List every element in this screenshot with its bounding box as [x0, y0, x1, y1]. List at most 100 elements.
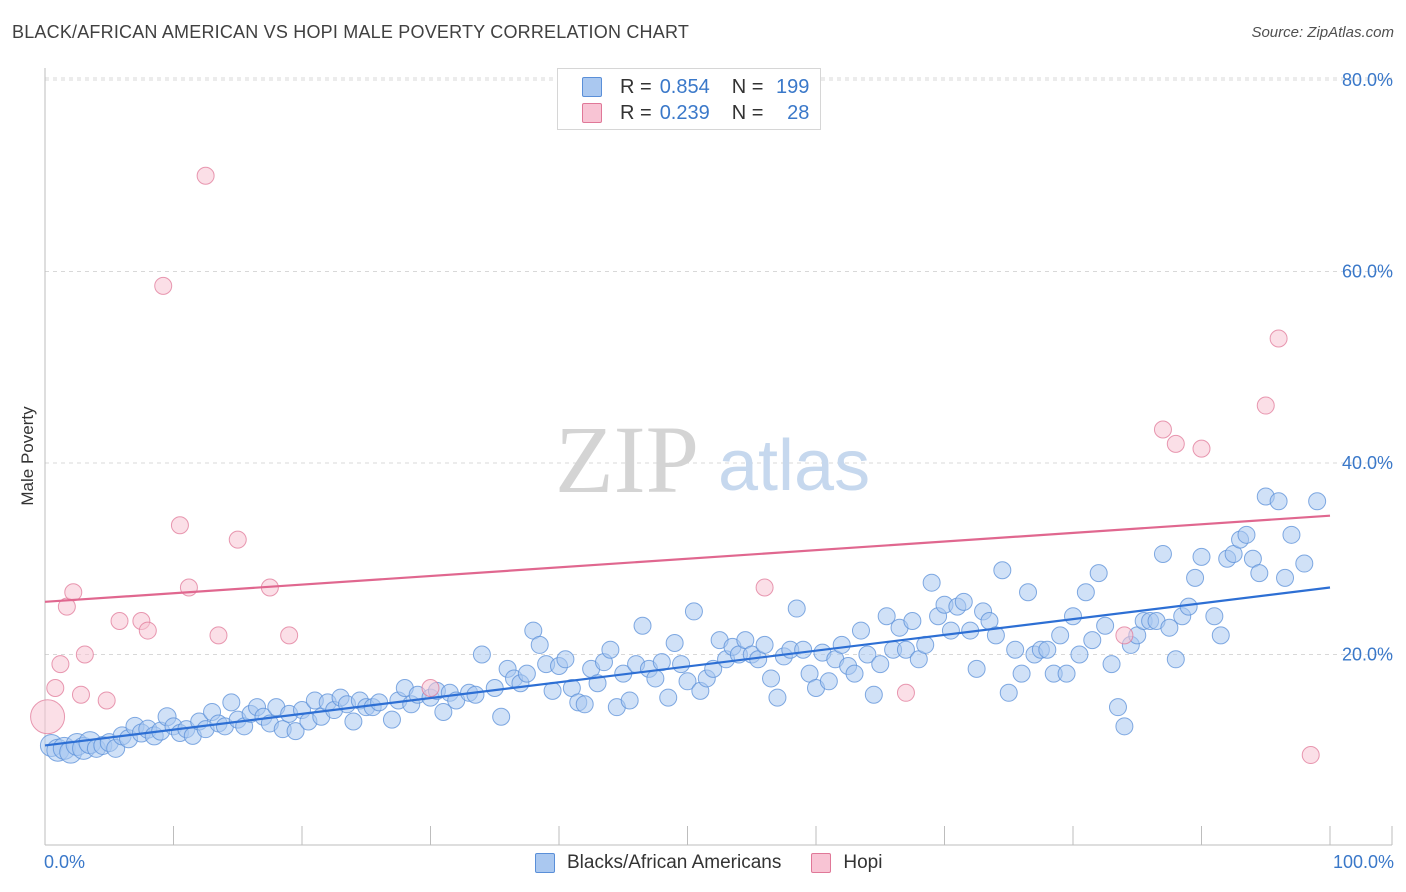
point-blacks [787, 599, 806, 618]
point-blacks [1160, 618, 1179, 637]
trend-lines [44, 514, 1331, 747]
point-blacks [646, 669, 665, 688]
point-blacks [1012, 664, 1031, 683]
point-blacks [871, 655, 890, 674]
point-blacks [1308, 492, 1327, 511]
point-blacks [633, 616, 652, 635]
legend-r-value: 0.239 [659, 101, 710, 124]
x-tick-label-min: 0.0% [44, 852, 86, 872]
point-blacks [517, 664, 536, 683]
point-blacks [1096, 616, 1115, 635]
point-hopi [71, 685, 90, 704]
legend-item-hopi[interactable]: Hopi [811, 852, 882, 874]
point-hopi [1269, 329, 1288, 348]
point-blacks [1083, 631, 1102, 650]
point-blacks [1115, 717, 1134, 736]
point-hopi [1301, 746, 1320, 765]
legend-label-hopi: Hopi [843, 852, 883, 873]
legend-swatch-pink [582, 103, 602, 123]
y-tick-label: 40.0% [1342, 453, 1393, 473]
point-blacks [1076, 583, 1095, 602]
y-axis-label: Male Poverty [18, 406, 37, 506]
point-blacks [941, 621, 960, 640]
point-blacks [954, 592, 973, 611]
chart-title: BLACK/AFRICAN AMERICAN VS HOPI MALE POVE… [12, 22, 690, 42]
point-blacks [851, 621, 870, 640]
grid [45, 77, 1392, 655]
legend-swatch-blue [535, 853, 555, 873]
point-blacks [222, 693, 241, 712]
point-blacks [472, 645, 491, 664]
y-tick-label: 80.0% [1342, 70, 1393, 90]
point-hopi [1115, 626, 1134, 645]
point-hopi [30, 699, 66, 735]
legend-swatch-pink [811, 853, 832, 873]
point-blacks [1102, 655, 1121, 674]
point-hopi [280, 626, 299, 645]
point-blacks [1019, 583, 1038, 602]
point-blacks [1070, 645, 1089, 664]
point-hopi [51, 655, 70, 674]
legend-r-label: R = [620, 75, 652, 98]
point-blacks [858, 645, 877, 664]
point-blacks [620, 691, 639, 710]
trend-line-hopi [44, 514, 1331, 603]
point-blacks [672, 655, 691, 674]
correlation-legend: R = 0.854 N = 199 R = 0.239 N = 28 [557, 68, 821, 130]
point-blacks [1038, 640, 1057, 659]
point-hopi [110, 611, 129, 630]
point-blacks [1211, 626, 1230, 645]
point-blacks [1153, 544, 1172, 563]
point-blacks [845, 664, 864, 683]
point-hopi [421, 679, 440, 698]
point-blacks [896, 640, 915, 659]
series-hopi-points [30, 166, 1320, 765]
point-blacks [286, 722, 305, 741]
point-blacks [530, 635, 549, 654]
point-blacks [1295, 554, 1314, 573]
x-tick-label-max: 100.0% [1332, 852, 1394, 872]
point-blacks [755, 635, 774, 654]
point-blacks [684, 602, 703, 621]
point-blacks [1186, 568, 1205, 587]
point-blacks [986, 626, 1005, 645]
legend-row-hopi: R = 0.239 N = 28 [582, 101, 809, 125]
point-blacks [768, 688, 787, 707]
legend-row-blacks: R = 0.854 N = 199 [582, 75, 809, 99]
point-blacks [485, 679, 504, 698]
point-blacks [877, 607, 896, 626]
point-hopi [154, 276, 173, 295]
point-blacks [1192, 547, 1211, 566]
legend-n-value: 199 [776, 75, 810, 98]
legend-label-blacks: Blacks/African Americans [567, 852, 782, 873]
point-blacks [543, 681, 562, 700]
point-blacks [1269, 492, 1288, 511]
watermark-zip: ZIP [555, 406, 699, 513]
point-blacks [1057, 664, 1076, 683]
point-blacks [903, 611, 922, 630]
point-hopi [138, 621, 157, 640]
legend-item-blacks[interactable]: Blacks/African Americans [535, 852, 781, 874]
point-blacks [1282, 525, 1301, 544]
y-tick-label: 20.0% [1342, 645, 1393, 665]
legend-r-value: 0.854 [659, 75, 710, 98]
point-blacks [1064, 607, 1082, 626]
point-blacks [762, 669, 781, 688]
point-blacks [832, 635, 851, 654]
y-tick-labels: 20.0% 40.0% 60.0% 80.0% [1342, 70, 1393, 665]
point-hopi [228, 530, 247, 549]
point-blacks [999, 683, 1018, 702]
point-blacks [556, 650, 575, 669]
point-blacks [1051, 626, 1070, 645]
point-blacks [659, 688, 678, 707]
point-hopi [97, 691, 116, 710]
point-blacks [967, 659, 986, 678]
point-blacks [864, 685, 883, 704]
series-legend: Blacks/African Americans Hopi [535, 852, 912, 874]
point-hopi [896, 683, 915, 702]
point-blacks [382, 710, 401, 729]
point-blacks [344, 712, 363, 731]
point-blacks [1205, 607, 1224, 626]
point-hopi [1256, 396, 1275, 415]
